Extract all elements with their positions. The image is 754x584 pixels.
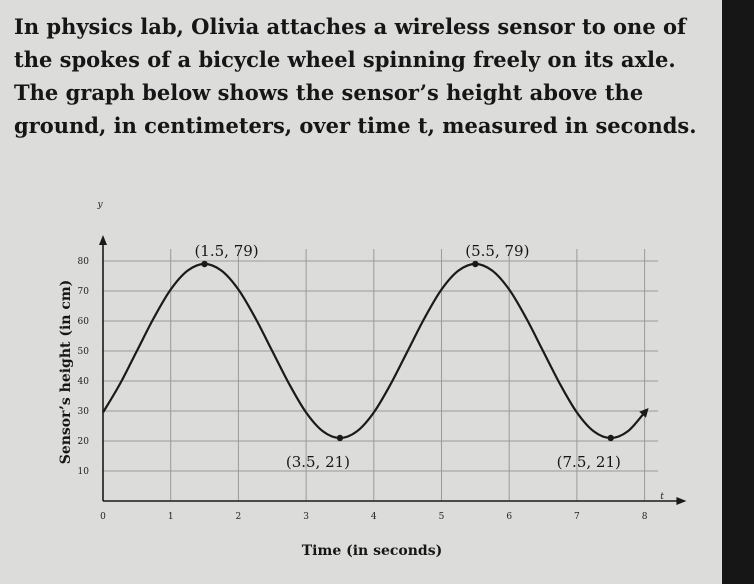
worksheet-page: In physics lab, Olivia attaches a wirele…	[0, 0, 722, 584]
y-tick-label-50: 50	[78, 347, 90, 357]
x-tick-label-7: 7	[574, 512, 580, 522]
y-tick-label-30: 30	[78, 407, 90, 417]
point-label-4: (7.5, 21)	[557, 453, 621, 471]
y-tick-label-60: 60	[78, 317, 90, 327]
y-axis-label: Sensor’s height (in cm)	[58, 280, 74, 465]
point-marker-3	[472, 260, 479, 268]
y-tick-label-40: 40	[78, 377, 90, 387]
axes	[99, 235, 687, 505]
x-tick-label-3: 3	[303, 512, 309, 522]
y-tick-label-20: 20	[78, 437, 90, 447]
sensor-height-chart: 0 1 2 3 4 5 6 7 8 10 20 30 40 50 60 70 80 (1.5, 79) (3.5,…	[58, 200, 687, 559]
point-label-3: (5.5, 79)	[465, 242, 529, 260]
x-tick-label-2: 2	[236, 512, 242, 522]
y-tick-label-10: 10	[78, 467, 90, 477]
x-tick-label-5: 5	[439, 512, 445, 522]
problem-text: In physics lab, Olivia attaches a wirele…	[14, 14, 697, 138]
point-label-1: (1.5, 79)	[194, 242, 258, 260]
point-marker-1	[201, 260, 208, 268]
point-labels: (1.5, 79) (3.5, 21) (5.5, 79) (7.5, 21)	[194, 242, 620, 471]
x-tick-label-0: 0	[100, 512, 106, 522]
x-tick-label-8: 8	[642, 512, 648, 522]
y-axis-arrow	[99, 235, 107, 245]
x-axis-label: Time (in seconds)	[302, 543, 442, 559]
point-label-2: (3.5, 21)	[286, 453, 350, 471]
point-marker-2	[336, 434, 344, 442]
y-tick-label-70: 70	[78, 287, 90, 297]
y-tick-label-80: 80	[78, 257, 90, 267]
tick-labels: 0 1 2 3 4 5 6 7 8 10 20 30 40 50 60 70 80	[78, 257, 648, 522]
x-axis-variable: t	[660, 492, 664, 502]
x-tick-label-1: 1	[168, 512, 174, 522]
x-tick-label-6: 6	[506, 512, 512, 522]
curve-group	[102, 262, 649, 440]
x-axis-arrow	[676, 497, 687, 505]
point-marker-4	[607, 434, 614, 442]
height-curve	[102, 262, 646, 440]
curve-end-arrow	[639, 408, 649, 418]
y-axis-variable: y	[96, 200, 103, 210]
x-tick-label-4: 4	[371, 512, 377, 522]
